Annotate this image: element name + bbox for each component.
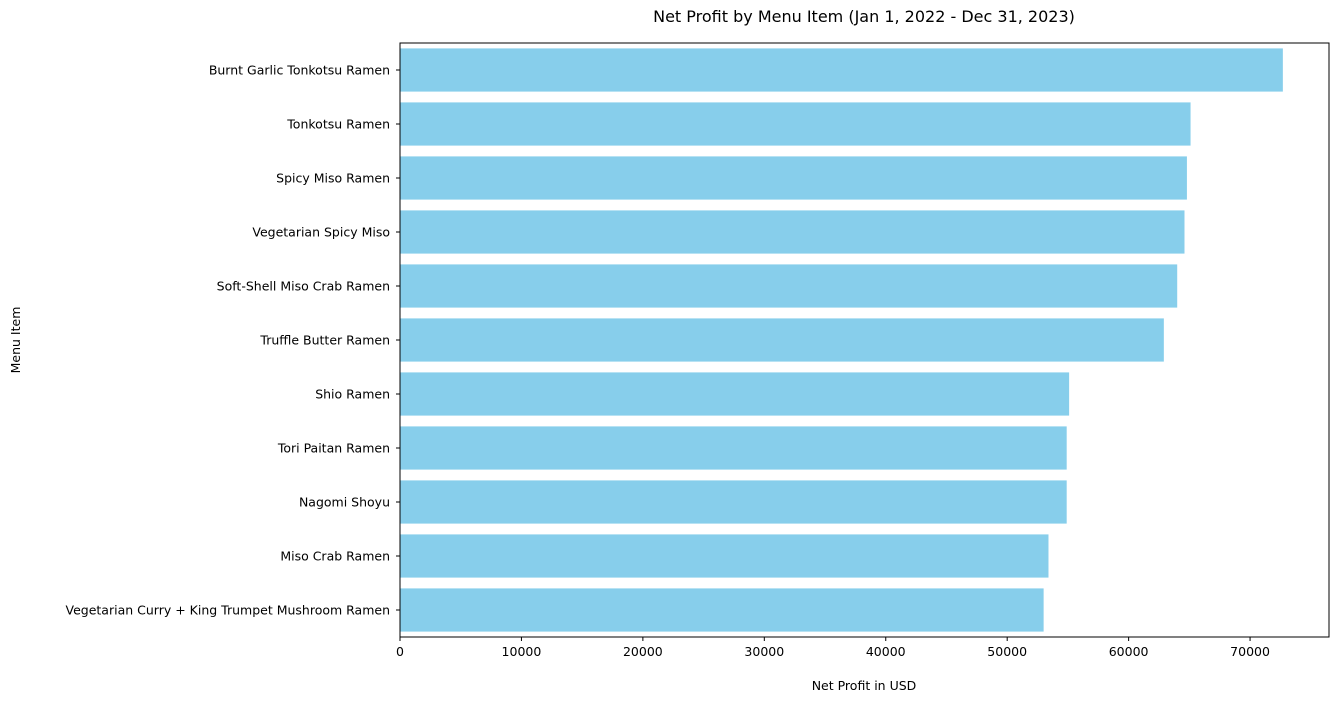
bar	[400, 156, 1187, 200]
bars-group	[400, 48, 1283, 632]
x-axis-label: Net Profit in USD	[812, 678, 917, 693]
y-tick-label: Tonkotsu Ramen	[286, 117, 390, 132]
y-axis-label: Menu Item	[8, 307, 23, 374]
y-tick-label: Vegetarian Curry + King Trumpet Mushroom…	[66, 603, 391, 618]
bar	[400, 480, 1067, 524]
y-tick-label: Miso Crab Ramen	[280, 549, 390, 564]
x-tick-label: 60000	[1109, 644, 1149, 659]
bar	[400, 372, 1070, 416]
x-tick-label: 40000	[866, 644, 906, 659]
axes-frame	[399, 42, 1330, 638]
plot-border	[399, 42, 1330, 638]
y-tick-label: Nagomi Shoyu	[299, 495, 390, 510]
y-tick-labels: Burnt Garlic Tonkotsu Ramen Tonkotsu Rame…	[66, 63, 400, 618]
x-tick-label: 50000	[987, 644, 1027, 659]
y-tick-label: Burnt Garlic Tonkotsu Ramen	[209, 63, 390, 78]
y-tick-label: Tori Paitan Ramen	[277, 441, 390, 456]
x-tick-label: 10000	[502, 644, 542, 659]
bar	[400, 534, 1049, 578]
y-tick-label: Truffle Butter Ramen	[259, 333, 390, 348]
y-tick-label: Spicy Miso Ramen	[276, 171, 390, 186]
bar	[400, 426, 1067, 470]
bar	[400, 588, 1044, 632]
x-tick-label: 20000	[623, 644, 663, 659]
bar	[400, 48, 1283, 92]
bar	[400, 318, 1164, 362]
x-tick-label: 30000	[744, 644, 784, 659]
y-tick-label: Shio Ramen	[315, 387, 390, 402]
bar	[400, 102, 1191, 146]
bar	[400, 264, 1178, 308]
x-ticks: 0 10000 20000 30000 40000 50000 60000 70000	[396, 637, 1270, 659]
y-tick-label: Vegetarian Spicy Miso	[252, 225, 390, 240]
x-tick-label: 70000	[1230, 644, 1270, 659]
bar	[400, 210, 1185, 254]
chart-title: Net Profit by Menu Item (Jan 1, 2022 - D…	[653, 7, 1075, 26]
x-tick-label: 0	[396, 644, 404, 659]
y-tick-label: Soft-Shell Miso Crab Ramen	[217, 279, 390, 294]
